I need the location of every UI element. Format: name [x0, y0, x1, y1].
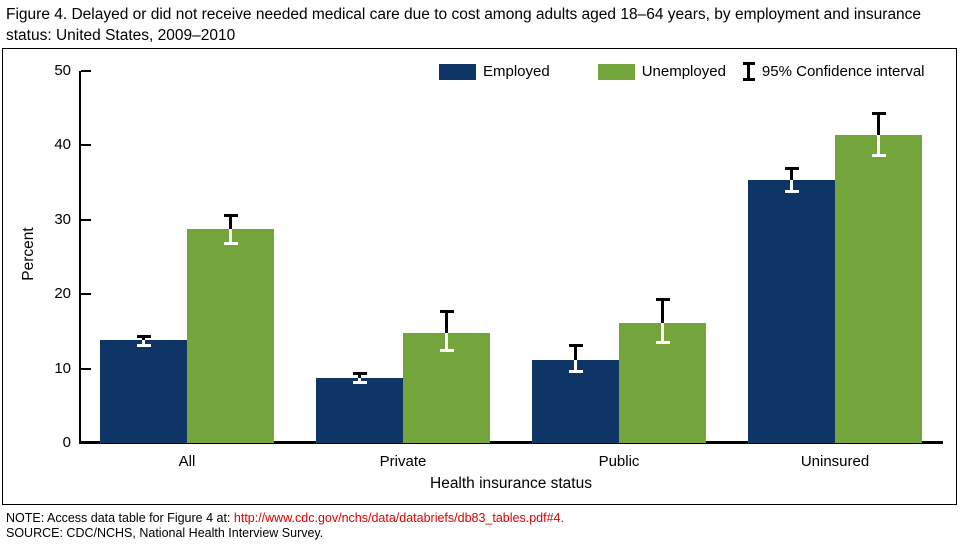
- x-category-label-uninsured: Uninsured: [800, 453, 870, 470]
- x-category-label-private: Private: [379, 453, 427, 470]
- ci-cap-bottom-unemployed-private: [439, 348, 454, 352]
- ci-upper-employed-public: [574, 344, 577, 360]
- ci-cap-top-employed-all: [136, 334, 151, 338]
- ci-cap-top-unemployed-private: [439, 309, 454, 313]
- y-tick-20: [81, 293, 91, 296]
- ci-cap-bottom-unemployed-all: [223, 242, 238, 246]
- y-tick-label-40: 40: [54, 136, 71, 154]
- unemployed-swatch-icon: [597, 63, 635, 80]
- bar-employed-private: [316, 377, 403, 443]
- bar-unemployed-uninsured: [835, 134, 922, 443]
- source-line: SOURCE: CDC/NCHS, National Health Interv…: [6, 526, 324, 540]
- y-tick-label-0: 0: [62, 434, 71, 451]
- ci-upper-unemployed-private: [445, 310, 448, 333]
- footnotes: NOTE: Access data table for Figure 4 at:…: [6, 511, 564, 541]
- y-tick-40: [81, 144, 91, 147]
- error-bar-icon: [742, 62, 755, 81]
- bar-employed-public: [532, 359, 619, 443]
- figure-title: Figure 4. Delayed or did not receive nee…: [6, 6, 922, 44]
- bar-unemployed-all: [187, 229, 274, 443]
- bar-employed-uninsured: [748, 179, 835, 443]
- legend-item-confidence-interval: 95% Confidence interval: [742, 62, 925, 81]
- x-axis-line: [79, 441, 943, 444]
- ci-lower-employed-uninsured: [790, 179, 793, 192]
- y-axis-line: [79, 71, 81, 443]
- y-tick-10: [81, 367, 91, 370]
- ci-upper-unemployed-all: [229, 215, 232, 230]
- ci-upper-employed-uninsured: [790, 167, 793, 180]
- ci-cap-bottom-employed-uninsured: [784, 189, 799, 193]
- x-axis-title: Health insurance status: [430, 475, 592, 492]
- ci-cap-top-unemployed-uninsured: [871, 111, 886, 115]
- ci-cap-top-unemployed-all: [223, 214, 238, 218]
- ci-lower-employed-all: [142, 340, 145, 347]
- ci-lower-employed-public: [574, 359, 577, 373]
- ci-upper-employed-all: [142, 335, 145, 341]
- y-tick-label-30: 30: [54, 210, 71, 228]
- ci-cap-bottom-employed-all: [136, 344, 151, 348]
- legend-label-unemployed: Unemployed: [641, 63, 726, 80]
- legend-item-unemployed: Unemployed: [597, 63, 726, 80]
- ci-cap-bottom-unemployed-public: [655, 341, 670, 345]
- ci-lower-unemployed-uninsured: [877, 134, 880, 156]
- ci-cap-bottom-employed-public: [568, 370, 583, 374]
- legend-label-ci: 95% Confidence interval: [761, 63, 925, 80]
- note-prefix: NOTE: Access data table for Figure 4 at:: [6, 511, 234, 525]
- data-table-link[interactable]: http://www.cdc.gov/nchs/data/databriefs/…: [233, 511, 564, 525]
- ci-lower-unemployed-public: [661, 323, 664, 344]
- x-category-label-all: All: [178, 453, 196, 470]
- x-category-label-public: Public: [598, 453, 640, 470]
- legend-label-employed: Employed: [483, 63, 550, 80]
- ci-cap-top-employed-private: [352, 372, 367, 376]
- ci-upper-unemployed-public: [661, 299, 664, 324]
- ci-upper-unemployed-uninsured: [877, 112, 880, 135]
- ci-lower-unemployed-private: [445, 332, 448, 351]
- ci-upper-employed-private: [358, 373, 361, 378]
- chart-legend: Employed Unemployed 95% Confidence inter…: [439, 62, 925, 81]
- plot-area: Health insurance status 0 10 20 30 40 50 All Pr…: [54, 62, 943, 492]
- y-tick-label-50: 50: [54, 62, 71, 79]
- legend-item-employed: Employed: [439, 63, 550, 80]
- chart-frame: Employed Unemployed 95% Confidence inter…: [2, 48, 957, 505]
- y-tick-50: [81, 70, 91, 72]
- y-tick-label-10: 10: [54, 359, 71, 377]
- ci-cap-bottom-employed-private: [352, 380, 367, 384]
- y-tick-label-20: 20: [54, 285, 71, 303]
- employed-swatch-icon: [439, 63, 476, 80]
- ci-lower-employed-private: [358, 377, 361, 383]
- ci-cap-top-employed-public: [568, 343, 583, 347]
- bar-employed-all: [100, 340, 187, 443]
- ci-lower-unemployed-all: [229, 229, 232, 245]
- ci-cap-bottom-unemployed-uninsured: [871, 153, 886, 157]
- note-line: NOTE: Access data table for Figure 4 at:…: [6, 511, 564, 526]
- y-tick-30: [81, 218, 91, 221]
- ci-cap-top-employed-uninsured: [784, 166, 799, 170]
- ci-cap-top-unemployed-public: [655, 298, 670, 302]
